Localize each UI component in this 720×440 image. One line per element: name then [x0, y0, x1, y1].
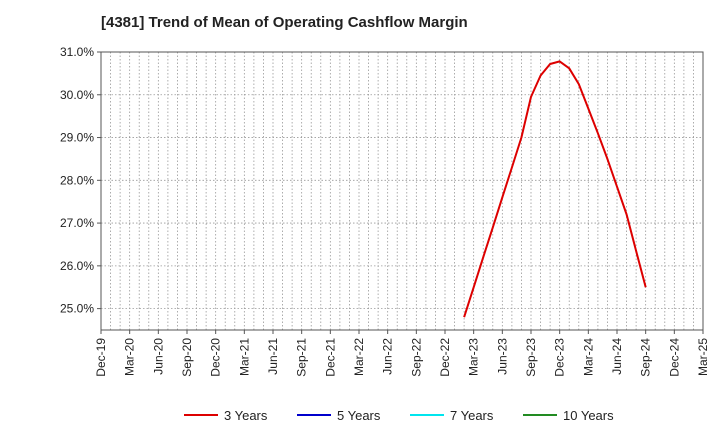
- x-tick-label: Mar-20: [123, 338, 137, 376]
- legend-label: 7 Years: [450, 408, 494, 423]
- plot-area-frame: [100, 51, 704, 331]
- legend: 3 Years 5 Years 7 Years 10 Years: [184, 408, 614, 423]
- x-tick-label: Dec-20: [209, 338, 223, 377]
- y-axis-ticks: 25.0% 26.0% 27.0% 28.0% 29.0% 30.0% 31.0%: [60, 45, 101, 316]
- series-layer: [463, 60, 647, 318]
- x-tick-label: Jun-23: [495, 338, 509, 375]
- x-tick-label: Mar-22: [352, 338, 366, 376]
- legend-label: 3 Years: [224, 408, 268, 423]
- y-tick-label: 29.0%: [60, 131, 94, 145]
- y-tick-label: 26.0%: [60, 259, 94, 273]
- x-tick-label: Mar-23: [467, 338, 481, 376]
- x-axis-ticks: Dec-19 Mar-20 Jun-20 Sep-20 Dec-20 Mar-21 Jun-…: [94, 330, 710, 377]
- x-tick-label: Mar-24: [581, 338, 595, 376]
- chart-title: [4381] Trend of Mean of Operating Cashfl…: [101, 14, 468, 31]
- y-tick-label: 30.0%: [60, 88, 94, 102]
- y-tick-label: 28.0%: [60, 173, 94, 187]
- x-tick-label: Mar-25: [696, 338, 710, 376]
- x-tick-label: Sep-21: [295, 338, 309, 377]
- y-tick-label: 27.0%: [60, 216, 94, 230]
- x-tick-label: Sep-24: [639, 338, 653, 377]
- legend-label: 5 Years: [337, 408, 381, 423]
- y-tick-label: 25.0%: [60, 302, 94, 316]
- grid-layer: [101, 51, 703, 330]
- x-tick-label: Mar-21: [237, 338, 251, 376]
- x-tick-label: Dec-24: [667, 338, 681, 377]
- x-tick-label: Sep-20: [180, 338, 194, 377]
- x-tick-label: Sep-22: [409, 338, 423, 377]
- legend-label: 10 Years: [563, 408, 614, 423]
- x-tick-label: Jun-21: [266, 338, 280, 375]
- y-tick-label: 31.0%: [60, 45, 94, 59]
- x-tick-label: Dec-19: [94, 338, 108, 377]
- series-line: [463, 60, 647, 318]
- x-tick-label: Jun-24: [610, 338, 624, 375]
- x-tick-label: Dec-23: [553, 338, 567, 377]
- x-tick-label: Jun-20: [151, 338, 165, 375]
- x-tick-label: Dec-21: [323, 338, 337, 377]
- x-tick-label: Jun-22: [381, 338, 395, 375]
- x-tick-label: Sep-23: [524, 338, 538, 377]
- x-tick-label: Dec-22: [438, 338, 452, 377]
